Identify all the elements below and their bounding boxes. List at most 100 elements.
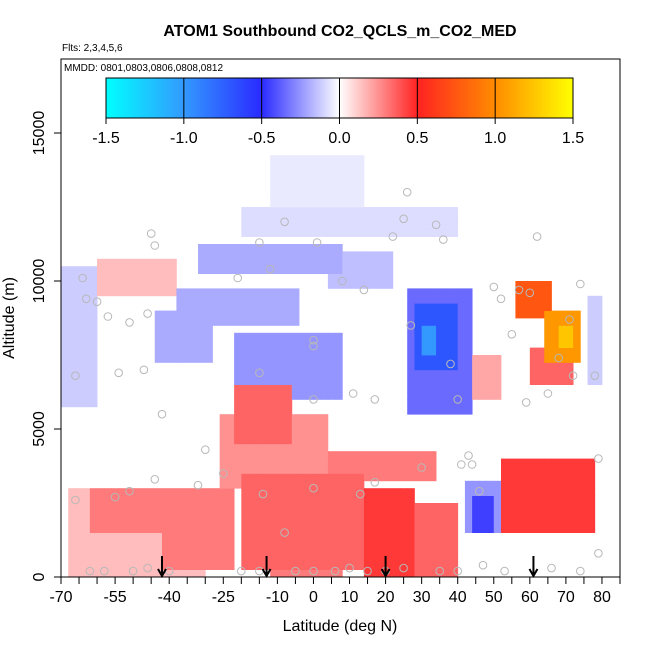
- heatmap-cell: [262, 207, 271, 215]
- heatmap-cell: [234, 458, 242, 467]
- heatmap-cell: [464, 295, 473, 304]
- x-tick-label: -10: [266, 589, 289, 606]
- heatmap-cell: [522, 510, 531, 519]
- heatmap-cell: [342, 170, 350, 178]
- x-tick-label: 50: [485, 589, 503, 606]
- heatmap-cell: [544, 295, 552, 304]
- heatmap-cell: [176, 332, 185, 341]
- heatmap-cell: [299, 480, 307, 489]
- heatmap-cell: [291, 443, 300, 452]
- heatmap-cell: [428, 458, 437, 467]
- heatmap-cell: [371, 473, 379, 482]
- heatmap-cell: [299, 569, 307, 577]
- heatmap-cell: [320, 170, 329, 178]
- heatmap-cell: [82, 295, 91, 304]
- heatmap-cell: [371, 503, 379, 511]
- heatmap-cell: [558, 362, 567, 371]
- heatmap-cell: [255, 554, 264, 563]
- heatmap-cell: [306, 517, 314, 526]
- heatmap-cell: [284, 466, 293, 474]
- heatmap-cell: [262, 525, 271, 533]
- heatmap-cell: [248, 355, 257, 363]
- heatmap-cell: [291, 392, 300, 400]
- heatmap-cell: [219, 480, 228, 489]
- heatmap-cell: [407, 547, 415, 556]
- heatmap-cell: [277, 192, 285, 200]
- heatmap-cell: [443, 318, 451, 326]
- heatmap-cell: [299, 162, 307, 171]
- heatmap-cell: [277, 229, 285, 237]
- heatmap-cell: [327, 199, 336, 208]
- heatmap-cell: [407, 377, 415, 385]
- heatmap-cell: [385, 510, 394, 519]
- observation-point: [363, 566, 372, 576]
- heatmap-cell: [580, 525, 588, 533]
- heatmap-cell: [154, 266, 163, 274]
- heatmap-cell: [558, 377, 567, 385]
- heatmap-cell: [320, 547, 329, 556]
- heatmap-cell: [270, 532, 278, 541]
- heatmap-cell: [226, 421, 235, 430]
- heatmap-cell: [371, 562, 379, 570]
- heatmap-cell: [183, 532, 192, 541]
- x-tick-label: 30: [413, 589, 431, 606]
- heatmap-cell: [270, 473, 278, 482]
- heatmap-cell: [587, 466, 596, 474]
- heatmap-cell: [190, 310, 199, 319]
- observation-point: [356, 489, 365, 499]
- heatmap-cell: [104, 554, 112, 563]
- heatmap-cell: [226, 244, 235, 252]
- heatmap-cell: [378, 525, 386, 533]
- heatmap-cell: [537, 495, 545, 504]
- heatmap-cell: [573, 347, 581, 356]
- heatmap-cell: [61, 332, 69, 341]
- heatmap-cell: [169, 488, 177, 496]
- heatmap-cell: [61, 273, 69, 282]
- heatmap-cell: [82, 392, 91, 400]
- observation-point: [312, 238, 322, 247]
- observation-point: [576, 279, 585, 289]
- heatmap-cell: [335, 170, 343, 178]
- heatmap-cell: [234, 303, 242, 311]
- heatmap-cell: [335, 369, 343, 378]
- heatmap-cell: [587, 332, 596, 341]
- heatmap-cell: [219, 318, 228, 326]
- heatmap-cell: [241, 303, 249, 311]
- heatmap-cell: [436, 399, 444, 408]
- heatmap-cell: [133, 540, 141, 548]
- heatmap-cell: [270, 547, 278, 556]
- heatmap-cell: [515, 295, 524, 304]
- dates-annotation: MMDD: 0801,0803,0806,0808,0812: [64, 63, 223, 74]
- heatmap-cell: [284, 443, 293, 452]
- heatmap-cell: [594, 347, 603, 356]
- observation-point: [265, 264, 275, 274]
- heatmap-cell: [342, 480, 350, 489]
- heatmap-cell: [356, 199, 365, 208]
- heatmap-cell: [349, 251, 358, 260]
- heatmap-cell: [140, 495, 148, 504]
- heatmap-cell: [565, 525, 574, 533]
- heatmap-cell: [363, 473, 372, 482]
- heatmap-cell: [313, 547, 322, 556]
- heatmap-cell: [284, 384, 293, 393]
- heatmap-cell: [385, 214, 394, 223]
- heatmap-cell: [291, 244, 300, 252]
- heatmap-cell: [299, 332, 307, 341]
- heatmap-cell: [89, 510, 98, 519]
- heatmap-cell: [428, 325, 437, 334]
- heatmap-cell: [82, 503, 91, 511]
- heatmap-cell: [544, 503, 552, 511]
- heatmap-cell: [219, 414, 228, 422]
- heatmap-cell: [118, 266, 127, 274]
- heatmap-cell: [75, 355, 84, 363]
- heatmap-cell: [284, 355, 293, 363]
- heatmap-cell: [89, 273, 98, 282]
- heatmap-cell: [97, 562, 105, 570]
- heatmap-cell: [277, 547, 285, 556]
- heatmap-cell: [291, 258, 300, 267]
- heatmap-cell: [176, 355, 185, 363]
- heatmap-cell: [313, 266, 322, 274]
- heatmap-cell: [270, 332, 278, 341]
- heatmap-cell: [407, 562, 415, 570]
- heatmap-cell: [436, 517, 444, 526]
